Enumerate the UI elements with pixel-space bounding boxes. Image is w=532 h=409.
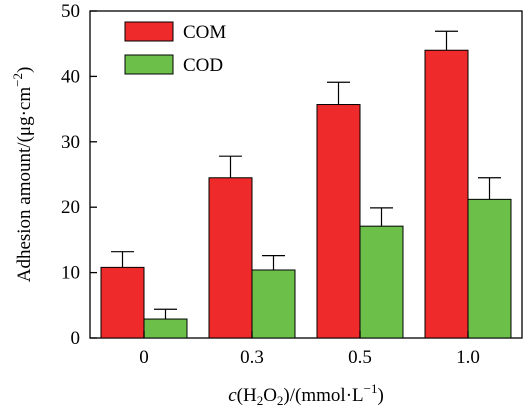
- bar-com-0.5: [316, 104, 361, 339]
- x-tick-label: 0.3: [240, 347, 264, 368]
- x-tick-label: 0.5: [348, 347, 372, 368]
- x-title-italic: c: [228, 385, 237, 406]
- y-title-close: ): [14, 67, 35, 73]
- y-title-sup: −2: [10, 73, 25, 87]
- plot-area: 0 10 20 30 40 50 0 0.3 0.5 1.0: [61, 1, 523, 368]
- bar-cod-0: [143, 318, 188, 339]
- bars-group: [100, 49, 512, 339]
- bar-com-0.3: [208, 177, 253, 339]
- y-tick-label: 50: [61, 1, 80, 22]
- y-tick-label: 10: [61, 263, 80, 284]
- y-tick-label: 40: [61, 66, 80, 87]
- y-title-main: Adhesion amount/(μg·cm: [14, 87, 35, 283]
- plot-frame: [89, 10, 523, 339]
- x-tick-label: 1.0: [456, 347, 480, 368]
- legend-swatch-cod: [124, 54, 174, 75]
- y-tick-label: 0: [71, 328, 81, 349]
- legend-label-cod: COD: [183, 55, 223, 76]
- y-axis-title: Adhesion amount/(μg·cm−2): [10, 67, 35, 283]
- x-title-rest: (H: [237, 385, 257, 406]
- bar-cod-0.5: [359, 225, 404, 339]
- legend: COM COD: [124, 21, 226, 76]
- x-title-sup: −1: [364, 381, 378, 396]
- y-tick-label: 20: [61, 197, 80, 218]
- x-axis: 0 0.3 0.5 1.0: [139, 331, 480, 368]
- x-title-close: ): [377, 385, 383, 406]
- legend-swatch-com: [124, 21, 174, 42]
- bar-cod-1.0: [467, 198, 512, 339]
- x-title-sub2: 2: [277, 393, 284, 408]
- x-title-end: )/(mmol·L: [283, 385, 363, 406]
- x-tick-label: 0: [139, 347, 149, 368]
- x-title-sub1: 2: [257, 393, 264, 408]
- legend-label-com: COM: [183, 22, 226, 43]
- error-bars-group: [111, 30, 501, 320]
- x-axis-title: c(H2O2)/(mmol·L−1): [228, 381, 384, 408]
- x-title-mid: O: [263, 385, 277, 406]
- bar-com-0: [100, 266, 145, 339]
- bar-com-1.0: [424, 49, 469, 339]
- y-axis: 0 10 20 30 40 50: [61, 1, 97, 349]
- y-tick-label: 30: [61, 132, 80, 153]
- bar-cod-0.3: [251, 269, 296, 339]
